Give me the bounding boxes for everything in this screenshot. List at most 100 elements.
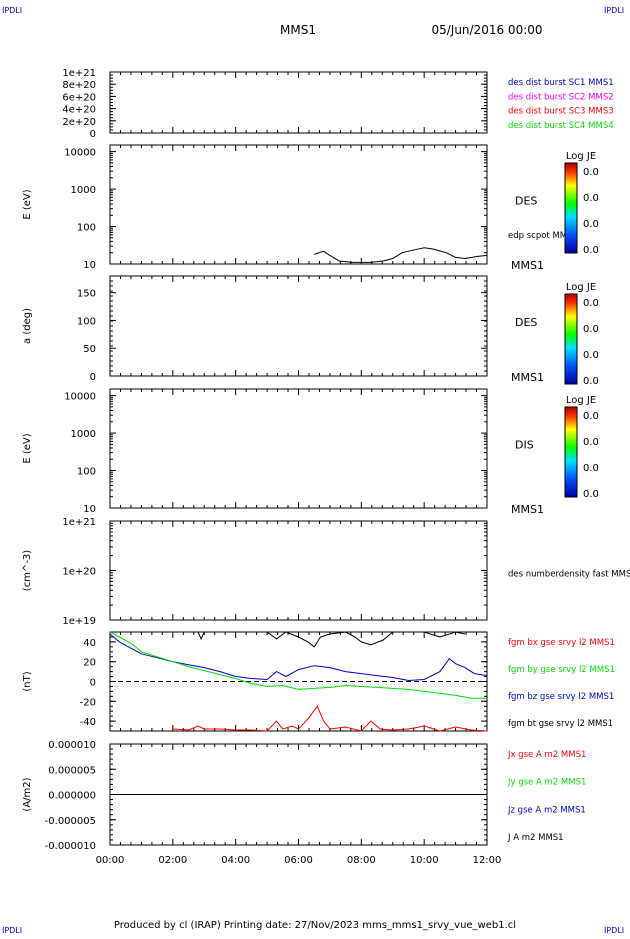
y-tick-label: 1e+21 (62, 68, 96, 79)
y-tick-label: 0.000010 (48, 740, 96, 751)
legend-entry: fgm by gse srvy l2 MMS1 (508, 665, 615, 675)
y-tick-label: 100 (77, 467, 96, 478)
colorbar-tick-label: 0.0 (583, 437, 599, 448)
y-tick-label: 2e+20 (62, 117, 96, 128)
colorbar-tick-label: 0.0 (583, 298, 599, 309)
colorbar-tick-label: 0.0 (583, 245, 599, 256)
legend-entry: des numberdensity fast MMS1 (508, 569, 630, 579)
colorbar (564, 293, 578, 385)
x-tick-label: 00:00 (96, 855, 125, 866)
x-tick-label: 02:00 (158, 855, 187, 866)
y-tick-label: 10 (83, 504, 96, 515)
y-axis-label: (cm^-3) (22, 550, 33, 591)
colorbar-tick-label: 0.0 (583, 376, 599, 387)
y-axis-label: E (eV) (22, 189, 33, 219)
legend-entry: fgm bx gse srvy l2 MMS1 (508, 638, 615, 648)
y-tick-label: 1000 (71, 429, 96, 440)
y-tick-label: 1000 (71, 185, 96, 196)
y-tick-label: -0.000010 (45, 841, 96, 852)
panel-4: 10000 1000 100 10 E (eV) DIS MMS1 Log JE 0.0 0.0 0… (22, 388, 599, 516)
colorbar (564, 162, 578, 254)
header-date: 05/Jun/2016 00:00 (431, 23, 542, 37)
corner-tag-top-right: IPDLI (604, 6, 624, 15)
colorbar-tick-label: 0.0 (583, 324, 599, 335)
colorbar-title: Log JE (566, 151, 596, 162)
colorbar-tick-label: 0.0 (583, 219, 599, 230)
y-tick-label: 1e+21 (62, 517, 96, 528)
panel-2: 10000 1000 100 10 E (eV) DES MMS1 edp scpot MMS… (22, 144, 599, 272)
series-line (314, 247, 488, 263)
panel-3: 150 100 50 0 a (deg) DES MMS1 Log JE 0.0 0.0 0.0 0.… (22, 275, 599, 387)
overlay-label: edp scpot MMS1 (508, 231, 578, 241)
panel-7: 0.000010 0.000005 0.000000 -0.000005 -0.0000… (22, 740, 586, 866)
y-tick-label: 4e+20 (62, 105, 96, 116)
colorbar-tick-label: 0.0 (583, 489, 599, 500)
x-tick-label: 12:00 (473, 855, 502, 866)
legend-entry: des dist burst SC4 MMS4 (508, 121, 614, 131)
colorbar-title: Log JE (566, 395, 596, 406)
y-tick-label: 50 (83, 344, 96, 355)
y-axis-label: (A/m2) (22, 777, 33, 811)
y-tick-label: 10 (83, 260, 96, 271)
y-tick-label: 0 (90, 678, 96, 689)
colorbar (564, 406, 578, 498)
panel-frame (109, 388, 488, 509)
colorbar-tick-label: 0.0 (583, 167, 599, 178)
x-tick-label: 06:00 (284, 855, 313, 866)
series-line (109, 631, 487, 699)
y-tick-label: 20 (83, 658, 96, 669)
panel-frame (109, 275, 488, 377)
legend-entry: J A m2 MMS1 (507, 833, 564, 843)
colorbar-tick-label: 0.0 (583, 193, 599, 204)
instrument-label: DES (515, 316, 537, 329)
series-line (109, 633, 488, 682)
y-axis-label: a (deg) (22, 308, 33, 344)
footer-text: Produced by cl (IRAP) Printing date: 27/… (114, 920, 516, 931)
y-axis-label: (nT) (22, 671, 33, 691)
y-tick-label: 10000 (64, 148, 96, 159)
spacecraft-label: MMS1 (511, 259, 544, 272)
y-tick-label: 0 (90, 372, 96, 383)
series-line (172, 705, 488, 732)
series-line (197, 631, 466, 648)
legend-entry: Jx gse A m2 MMS1 (507, 750, 586, 760)
instrument-label: DES (515, 195, 537, 208)
spacecraft-label: MMS1 (511, 371, 544, 384)
corner-tag-bottom-left: IPDLI (2, 926, 22, 934)
colorbar-tick-label: 0.0 (583, 463, 599, 474)
y-tick-label: -20 (80, 697, 96, 708)
panel-frame (109, 144, 488, 265)
spacecraft-label: MMS1 (511, 503, 544, 516)
y-tick-label: 0 (90, 129, 96, 140)
instrument-label: DIS (515, 439, 534, 452)
y-tick-label: 1e+20 (62, 567, 96, 578)
panel-frame (109, 520, 488, 621)
y-tick-label: 40 (83, 638, 96, 649)
y-tick-label: 8e+20 (62, 80, 96, 91)
y-tick-label: 10000 (64, 392, 96, 403)
legend-entry: Jz gse A m2 MMS1 (507, 805, 586, 815)
legend-entry: des dist burst SC2 MMS2 (508, 92, 614, 102)
panel-frame (109, 71, 488, 134)
colorbar-title: Log JE (566, 282, 596, 293)
legend-entry: fgm bz gse srvy l2 MMS1 (508, 692, 614, 702)
header-spacecraft: MMS1 (280, 23, 316, 37)
x-tick-label: 04:00 (221, 855, 250, 866)
y-tick-label: 100 (77, 316, 96, 327)
legend-entry: fgm bt gse srvy l2 MMS1 (508, 719, 613, 729)
y-tick-label: 0.000000 (48, 791, 96, 802)
legend-entry: Jy gse A m2 MMS1 (507, 778, 586, 788)
x-tick-label: 08:00 (347, 855, 376, 866)
x-tick-label: 10:00 (410, 855, 439, 866)
y-tick-label: -40 (80, 717, 96, 728)
legend-entry: des dist burst SC1 MMS1 (508, 78, 614, 88)
panel-6: 40 20 0 -20 -40 (nT) fgm bx gse srvy l2 MMS1 fg… (22, 631, 615, 732)
corner-tag-bottom-right: IPDLI (604, 926, 624, 934)
y-tick-label: 0.000005 (48, 765, 96, 776)
corner-tag-top-left: IPDLI (2, 6, 22, 15)
colorbar-tick-label: 0.0 (583, 350, 599, 361)
